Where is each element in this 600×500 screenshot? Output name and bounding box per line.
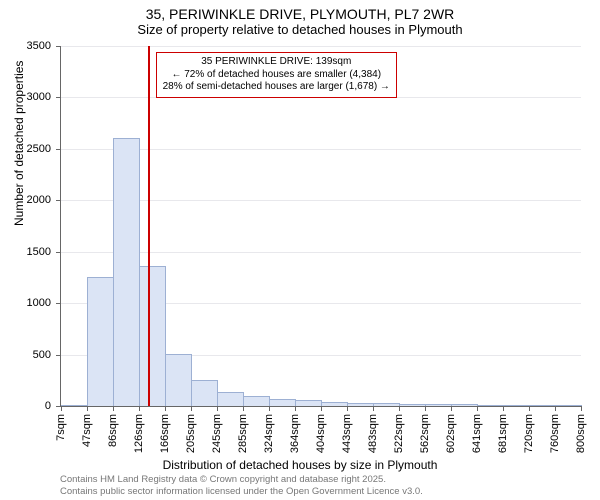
xtick-mark <box>87 406 88 411</box>
xtick-mark <box>451 406 452 411</box>
annotation-line-2: ← 72% of detached houses are smaller (4,… <box>163 69 390 82</box>
annotation-line-1: 35 PERIWINKLE DRIVE: 139sqm <box>163 56 390 69</box>
xtick-label: 483sqm <box>367 414 379 453</box>
gridline <box>61 97 581 98</box>
xtick-mark <box>243 406 244 411</box>
ytick-label: 500 <box>33 349 51 361</box>
histogram-bar <box>373 403 400 406</box>
histogram-bar <box>347 403 374 406</box>
xtick-mark <box>269 406 270 411</box>
xtick-label: 205sqm <box>185 414 197 453</box>
annotation-line-3: 28% of semi-detached houses are larger (… <box>163 81 390 94</box>
chart-subtitle: Size of property relative to detached ho… <box>0 22 600 37</box>
xtick-mark <box>61 406 62 411</box>
xtick-label: 800sqm <box>575 414 587 453</box>
xtick-mark <box>399 406 400 411</box>
xtick-label: 285sqm <box>237 414 249 453</box>
gridline <box>61 46 581 47</box>
xtick-label: 47sqm <box>81 414 93 447</box>
property-marker-line <box>148 46 150 406</box>
xtick-mark <box>581 406 582 411</box>
histogram-bar <box>269 399 296 406</box>
xtick-mark <box>425 406 426 411</box>
histogram-bar <box>139 266 166 406</box>
histogram-bar <box>529 405 556 406</box>
ytick-mark <box>56 97 61 98</box>
ytick-label: 3000 <box>27 91 51 103</box>
xtick-mark <box>217 406 218 411</box>
histogram-bar <box>451 404 478 406</box>
ytick-label: 2000 <box>27 194 51 206</box>
histogram-bar <box>165 354 192 406</box>
histogram-bar <box>217 392 244 406</box>
annotation-box: 35 PERIWINKLE DRIVE: 139sqm← 72% of deta… <box>156 52 397 98</box>
xtick-mark <box>321 406 322 411</box>
histogram-bar <box>87 277 114 406</box>
xtick-label: 245sqm <box>211 414 223 453</box>
xtick-label: 681sqm <box>497 414 509 453</box>
credits-line-1: Contains HM Land Registry data © Crown c… <box>60 474 423 486</box>
xtick-mark <box>139 406 140 411</box>
ytick-mark <box>56 200 61 201</box>
xtick-mark <box>503 406 504 411</box>
histogram-bar <box>399 404 426 406</box>
xtick-label: 760sqm <box>549 414 561 453</box>
chart-title: 35, PERIWINKLE DRIVE, PLYMOUTH, PL7 2WR <box>0 0 600 22</box>
xtick-mark <box>373 406 374 411</box>
xtick-label: 522sqm <box>393 414 405 453</box>
ytick-label: 1500 <box>27 246 51 258</box>
xtick-label: 404sqm <box>315 414 327 453</box>
ytick-mark <box>56 355 61 356</box>
histogram-bar <box>295 400 322 406</box>
xtick-mark <box>191 406 192 411</box>
xtick-label: 641sqm <box>471 414 483 453</box>
histogram-bar <box>321 402 348 406</box>
xtick-label: 443sqm <box>341 414 353 453</box>
chart-area: 05001000150020002500300035007sqm47sqm86s… <box>60 46 580 406</box>
xtick-mark <box>477 406 478 411</box>
xtick-mark <box>165 406 166 411</box>
credits-line-2: Contains public sector information licen… <box>60 486 423 498</box>
ytick-mark <box>56 149 61 150</box>
xtick-mark <box>113 406 114 411</box>
xtick-label: 324sqm <box>263 414 275 453</box>
plot-region: 05001000150020002500300035007sqm47sqm86s… <box>60 46 581 407</box>
xtick-mark <box>555 406 556 411</box>
histogram-bar <box>425 404 452 406</box>
xtick-mark <box>295 406 296 411</box>
histogram-bar <box>61 405 88 406</box>
ytick-label: 3500 <box>27 40 51 52</box>
y-axis-label: Number of detached properties <box>12 61 26 226</box>
ytick-mark <box>56 252 61 253</box>
ytick-label: 1000 <box>27 297 51 309</box>
ytick-label: 0 <box>45 400 51 412</box>
xtick-label: 166sqm <box>159 414 171 453</box>
xtick-label: 126sqm <box>133 414 145 453</box>
xtick-label: 7sqm <box>55 414 67 441</box>
x-axis-label: Distribution of detached houses by size … <box>0 458 600 472</box>
credits: Contains HM Land Registry data © Crown c… <box>60 474 423 498</box>
histogram-bar <box>243 396 270 406</box>
xtick-label: 562sqm <box>419 414 431 453</box>
xtick-label: 364sqm <box>289 414 301 453</box>
xtick-mark <box>347 406 348 411</box>
histogram-bar <box>113 138 140 406</box>
xtick-label: 86sqm <box>107 414 119 447</box>
histogram-bar <box>191 380 218 406</box>
xtick-label: 602sqm <box>445 414 457 453</box>
ytick-mark <box>56 46 61 47</box>
chart-container: 35, PERIWINKLE DRIVE, PLYMOUTH, PL7 2WR … <box>0 0 600 500</box>
histogram-bar <box>503 405 530 407</box>
histogram-bar <box>477 405 504 407</box>
ytick-label: 2500 <box>27 143 51 155</box>
ytick-mark <box>56 303 61 304</box>
xtick-label: 720sqm <box>523 414 535 453</box>
xtick-mark <box>529 406 530 411</box>
histogram-bar <box>555 405 582 406</box>
